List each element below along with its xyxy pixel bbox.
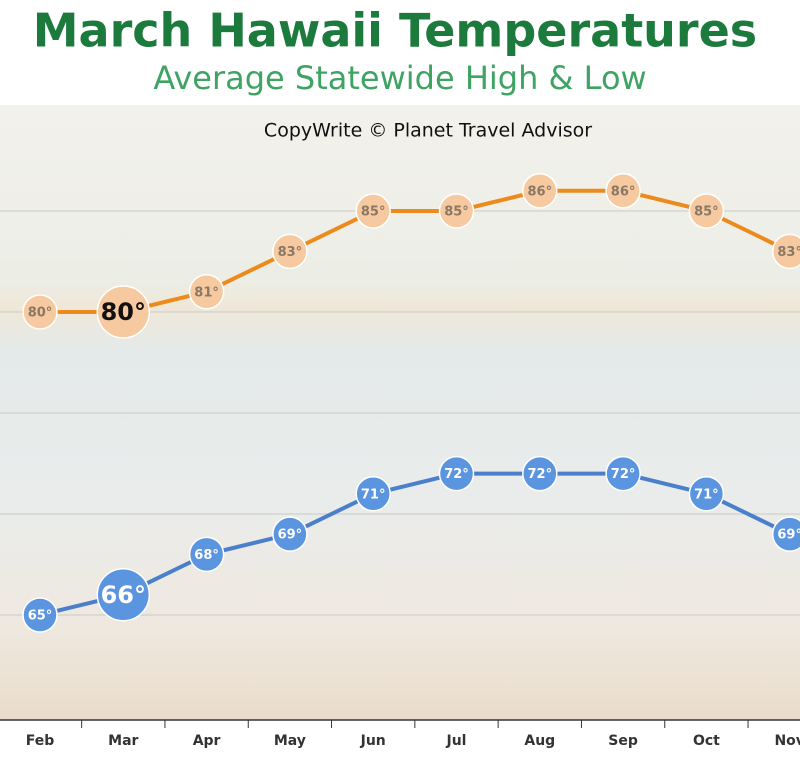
data-point — [522, 173, 558, 209]
series-line — [40, 188, 791, 314]
data-point — [605, 173, 641, 209]
data-point — [355, 193, 391, 229]
data-label: 85° — [694, 205, 719, 220]
data-point — [438, 455, 475, 492]
credit: CopyWrite © Planet Travel Advisor — [264, 120, 592, 142]
x-tick-label: Aug — [524, 733, 555, 749]
data-label: 72° — [611, 467, 636, 482]
x-tick-label: Nov — [774, 733, 800, 749]
data-label: 65° — [28, 608, 53, 623]
chart-subtitle: Average Statewide High & Low — [153, 59, 646, 97]
data-label: 71° — [361, 487, 386, 502]
data-label: 71° — [694, 487, 719, 502]
x-tick-label: Jun — [360, 733, 386, 749]
data-point — [22, 294, 58, 330]
x-tick-label: Apr — [193, 733, 221, 749]
data-point — [355, 476, 391, 512]
data-point — [438, 193, 475, 229]
data-point — [188, 274, 225, 310]
x-tick-label: Oct — [693, 733, 720, 749]
data-point — [522, 455, 558, 492]
x-tick-label: May — [274, 733, 306, 749]
data-label: 80° — [28, 306, 53, 321]
data-point — [605, 455, 641, 492]
data-point — [771, 233, 800, 270]
data-label: 86° — [611, 184, 636, 199]
x-tick-label: Feb — [26, 733, 55, 749]
x-tick-label: Mar — [108, 733, 138, 749]
data-label: 72° — [444, 467, 469, 482]
x-tick-label: Sep — [608, 733, 638, 749]
data-point — [688, 193, 725, 229]
data-point — [688, 476, 725, 512]
data-point — [188, 536, 225, 573]
data-label: 85° — [444, 205, 469, 220]
data-label: 85° — [361, 205, 386, 220]
data-label: 69° — [278, 528, 303, 543]
series-line — [39, 471, 791, 617]
data-label: 83° — [777, 245, 800, 260]
data-label: 68° — [194, 548, 219, 563]
data-label: 81° — [194, 285, 219, 300]
data-label: 83° — [278, 245, 303, 260]
data-point — [96, 568, 151, 622]
data-label: 72° — [528, 467, 553, 482]
data-point — [22, 597, 58, 633]
data-label: 66° — [101, 581, 146, 609]
data-label: 86° — [528, 184, 553, 199]
data-label: 80° — [101, 298, 146, 326]
chart-title: March Hawaii Temperatures — [33, 4, 757, 58]
data-point — [96, 285, 151, 339]
data-point — [272, 516, 308, 552]
data-point — [771, 516, 800, 552]
x-tick-label: Jul — [446, 733, 467, 749]
data-label: 69° — [777, 528, 800, 543]
data-point — [272, 233, 308, 270]
